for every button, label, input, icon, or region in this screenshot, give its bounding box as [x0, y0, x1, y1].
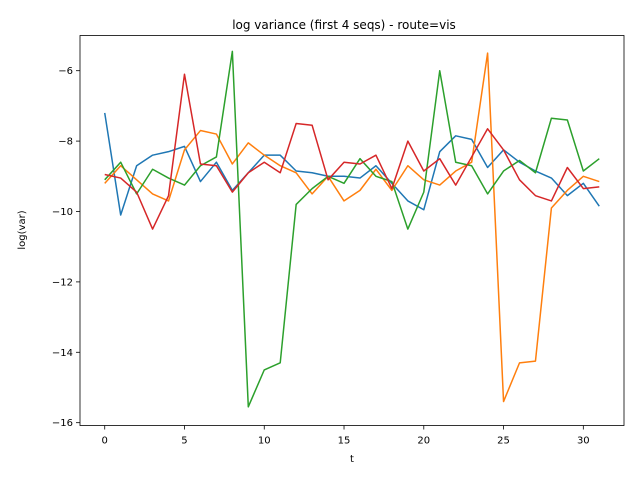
- x-tick-label: 15: [338, 436, 351, 447]
- chart-title: log variance (first 4 seqs) - route=vis: [232, 18, 456, 32]
- x-tick-label: 0: [102, 436, 108, 447]
- y-axis-ticks: −16 −14 −12 −10 −8 −6: [52, 66, 80, 429]
- y-tick-label: −16: [52, 418, 73, 429]
- y-tick-label: −12: [52, 277, 73, 288]
- x-axis-label: t: [350, 454, 354, 465]
- y-tick-label: −14: [52, 348, 73, 359]
- x-tick-label: 20: [417, 436, 430, 447]
- series-line-1: [103, 112, 600, 216]
- x-tick-label: 30: [577, 436, 590, 447]
- series-line-2: [104, 52, 600, 403]
- y-tick-label: −8: [58, 137, 73, 148]
- y-tick-label: −6: [58, 66, 73, 77]
- x-axis-ticks: 0 5 10 15 20 25 30: [102, 425, 590, 447]
- y-axis-label: log(var): [17, 210, 28, 249]
- y-tick-label: −10: [52, 207, 73, 218]
- x-tick-label: 25: [497, 436, 510, 447]
- plot-frame: [79, 35, 625, 426]
- series-line-4: [104, 73, 600, 230]
- plot-area: [103, 50, 600, 408]
- series-line-3: [104, 50, 600, 408]
- x-tick-label: 10: [258, 436, 271, 447]
- x-tick-label: 5: [181, 436, 187, 447]
